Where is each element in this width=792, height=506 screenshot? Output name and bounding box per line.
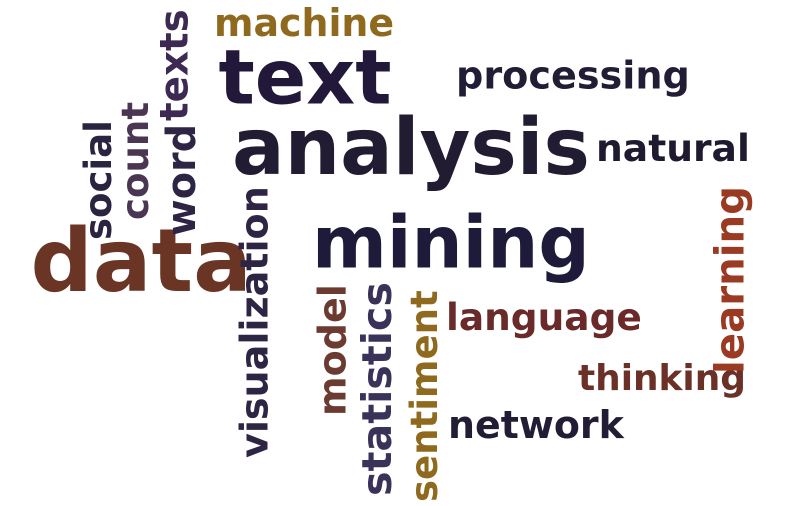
word-language: language xyxy=(446,295,642,339)
word-data: data xyxy=(30,210,252,312)
word-text: text xyxy=(218,33,392,122)
word-sentiment: sentiment xyxy=(403,290,446,502)
word-processing: processing xyxy=(456,53,690,98)
word-analysis: analysis xyxy=(232,103,590,193)
word-texts: texts xyxy=(152,9,198,121)
word-learning: learning xyxy=(707,185,754,374)
word-model: model xyxy=(310,284,355,416)
word-natural: natural xyxy=(596,126,750,170)
word-word: word xyxy=(159,124,205,236)
word-mining: mining xyxy=(312,200,590,285)
word-social: social xyxy=(77,120,120,240)
word-thinking: thinking xyxy=(578,358,746,399)
word-visualization: visualization xyxy=(232,186,277,458)
word-statistics: statistics xyxy=(353,281,401,496)
word-count: count xyxy=(114,101,157,220)
word-network: network xyxy=(448,403,624,447)
word-machine: machine xyxy=(214,1,395,45)
